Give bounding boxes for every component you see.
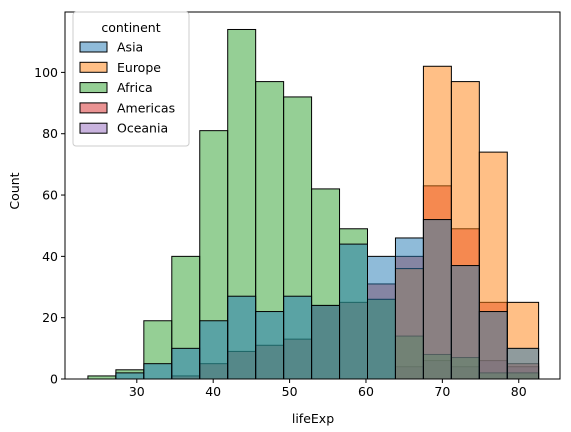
y-tick-label-0: 0 (50, 372, 58, 387)
legend-swatch-asia (79, 41, 108, 53)
x-tick-label-30: 30 (129, 384, 145, 399)
x-tick-label-80: 80 (511, 384, 527, 399)
x-tick-label-40: 40 (205, 384, 221, 399)
legend-items: Asia Europe Africa Americas Oceania (79, 40, 175, 136)
bar-asia-bin-12 (422, 219, 452, 380)
y-tick-label-40: 40 (42, 249, 58, 264)
x-tick-label-60: 60 (358, 384, 374, 399)
y-axis-label: Count (7, 172, 22, 209)
y-tick-label-100: 100 (34, 65, 58, 80)
bar-asia-bin-7 (283, 295, 313, 380)
bar-asia-bin-3 (171, 347, 201, 380)
bar-asia-bin-15 (506, 347, 540, 380)
legend: continent Asia Europe Africa Americas Oceani… (72, 11, 190, 147)
x-tick-label-70: 70 (434, 384, 450, 399)
bar-asia-bin-6 (255, 311, 285, 380)
bar-asia-bin-2 (143, 363, 173, 380)
bar-asia-bin-11 (394, 237, 424, 380)
x-tick-label-50: 50 (282, 384, 298, 399)
bar-asia-bin-8 (311, 304, 341, 380)
bar-asia-bin-9 (339, 243, 369, 380)
legend-swatch-europe (79, 61, 108, 73)
legend-label-americas: Americas (117, 100, 175, 115)
y-tick-label-80: 80 (42, 126, 58, 141)
axes: 30 40 50 60 70 80 0 20 40 60 80 100 (34, 11, 561, 399)
legend-label-africa: Africa (117, 80, 153, 95)
bar-asia-bin-5 (227, 295, 257, 380)
bar-asia-bin-4 (199, 320, 229, 380)
bar-asia-bin-14 (478, 311, 508, 380)
y-tick-label-20: 20 (42, 310, 58, 325)
bar-asia-bin-10 (367, 255, 396, 380)
x-axis-label: lifeExp (292, 411, 334, 426)
legend-swatch-oceania (79, 122, 108, 134)
bar-asia-bin-1 (115, 372, 145, 380)
bars-layer (87, 28, 540, 380)
y-tick-label-60: 60 (42, 188, 58, 203)
bar-asia-bin-13 (450, 265, 480, 380)
legend-label-asia: Asia (117, 40, 143, 55)
legend-title: continent (101, 20, 160, 35)
legend-label-europe: Europe (117, 60, 161, 75)
legend-swatch-africa (79, 82, 108, 94)
legend-swatch-americas (79, 102, 108, 114)
legend-label-oceania: Oceania (117, 121, 168, 136)
